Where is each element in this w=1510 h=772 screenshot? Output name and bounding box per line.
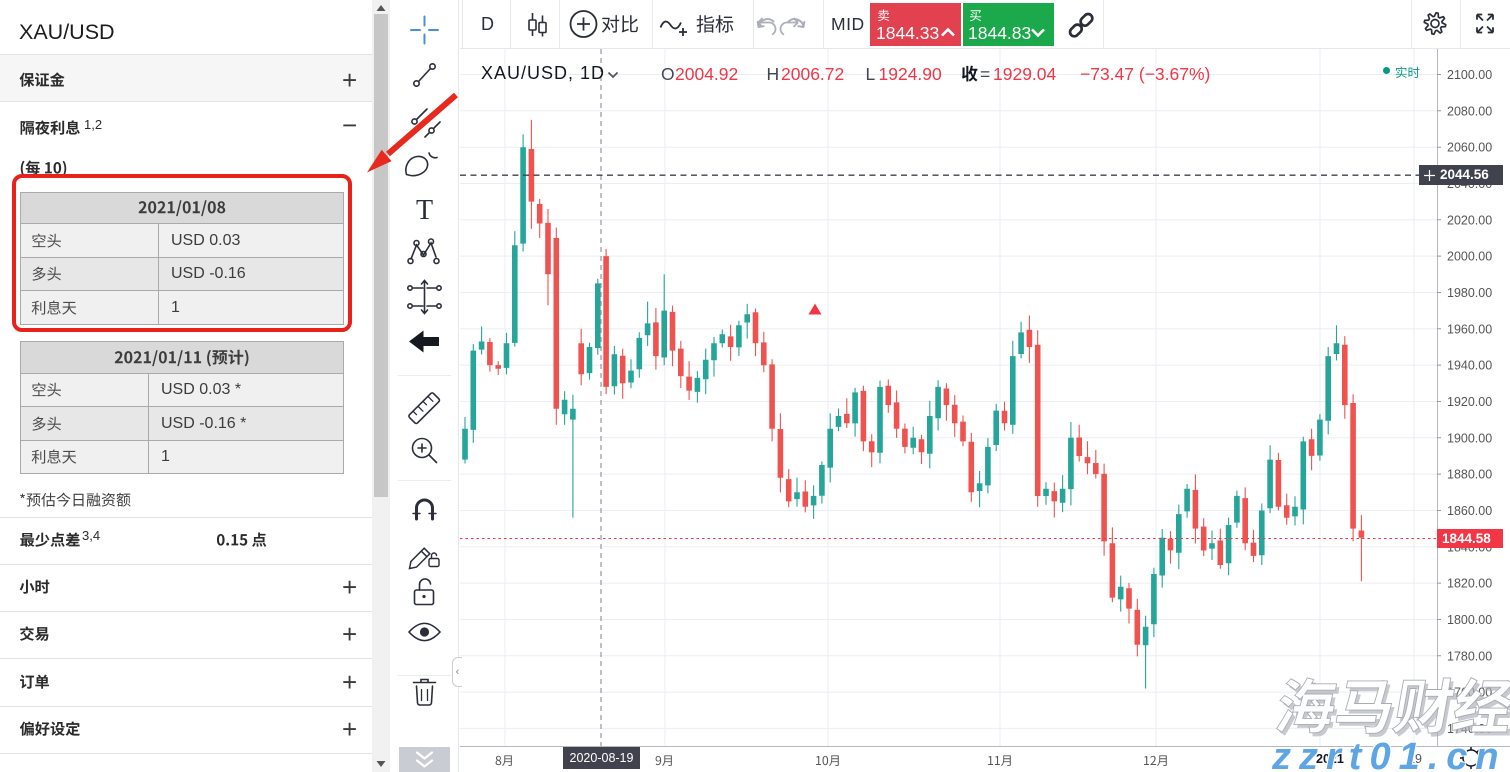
- svg-text:1780.00: 1780.00: [1447, 649, 1492, 663]
- svg-text:1940.00: 1940.00: [1447, 359, 1492, 373]
- svg-text:1980.00: 1980.00: [1447, 286, 1492, 300]
- svg-text:1880.00: 1880.00: [1447, 468, 1492, 482]
- svg-text:2080.00: 2080.00: [1447, 104, 1492, 118]
- svg-text:2100.00: 2100.00: [1447, 68, 1492, 82]
- svg-text:1860.00: 1860.00: [1447, 504, 1492, 518]
- svg-text:2000.00: 2000.00: [1447, 250, 1492, 264]
- svg-text:T: T: [416, 195, 433, 226]
- svg-text:1920.00: 1920.00: [1447, 395, 1492, 409]
- svg-text:1800.00: 1800.00: [1447, 613, 1492, 627]
- svg-text:2020.00: 2020.00: [1447, 213, 1492, 227]
- svg-text:1900.00: 1900.00: [1447, 431, 1492, 445]
- svg-text:1960.00: 1960.00: [1447, 322, 1492, 336]
- svg-text:2060.00: 2060.00: [1447, 141, 1492, 155]
- svg-text:1820.00: 1820.00: [1447, 577, 1492, 591]
